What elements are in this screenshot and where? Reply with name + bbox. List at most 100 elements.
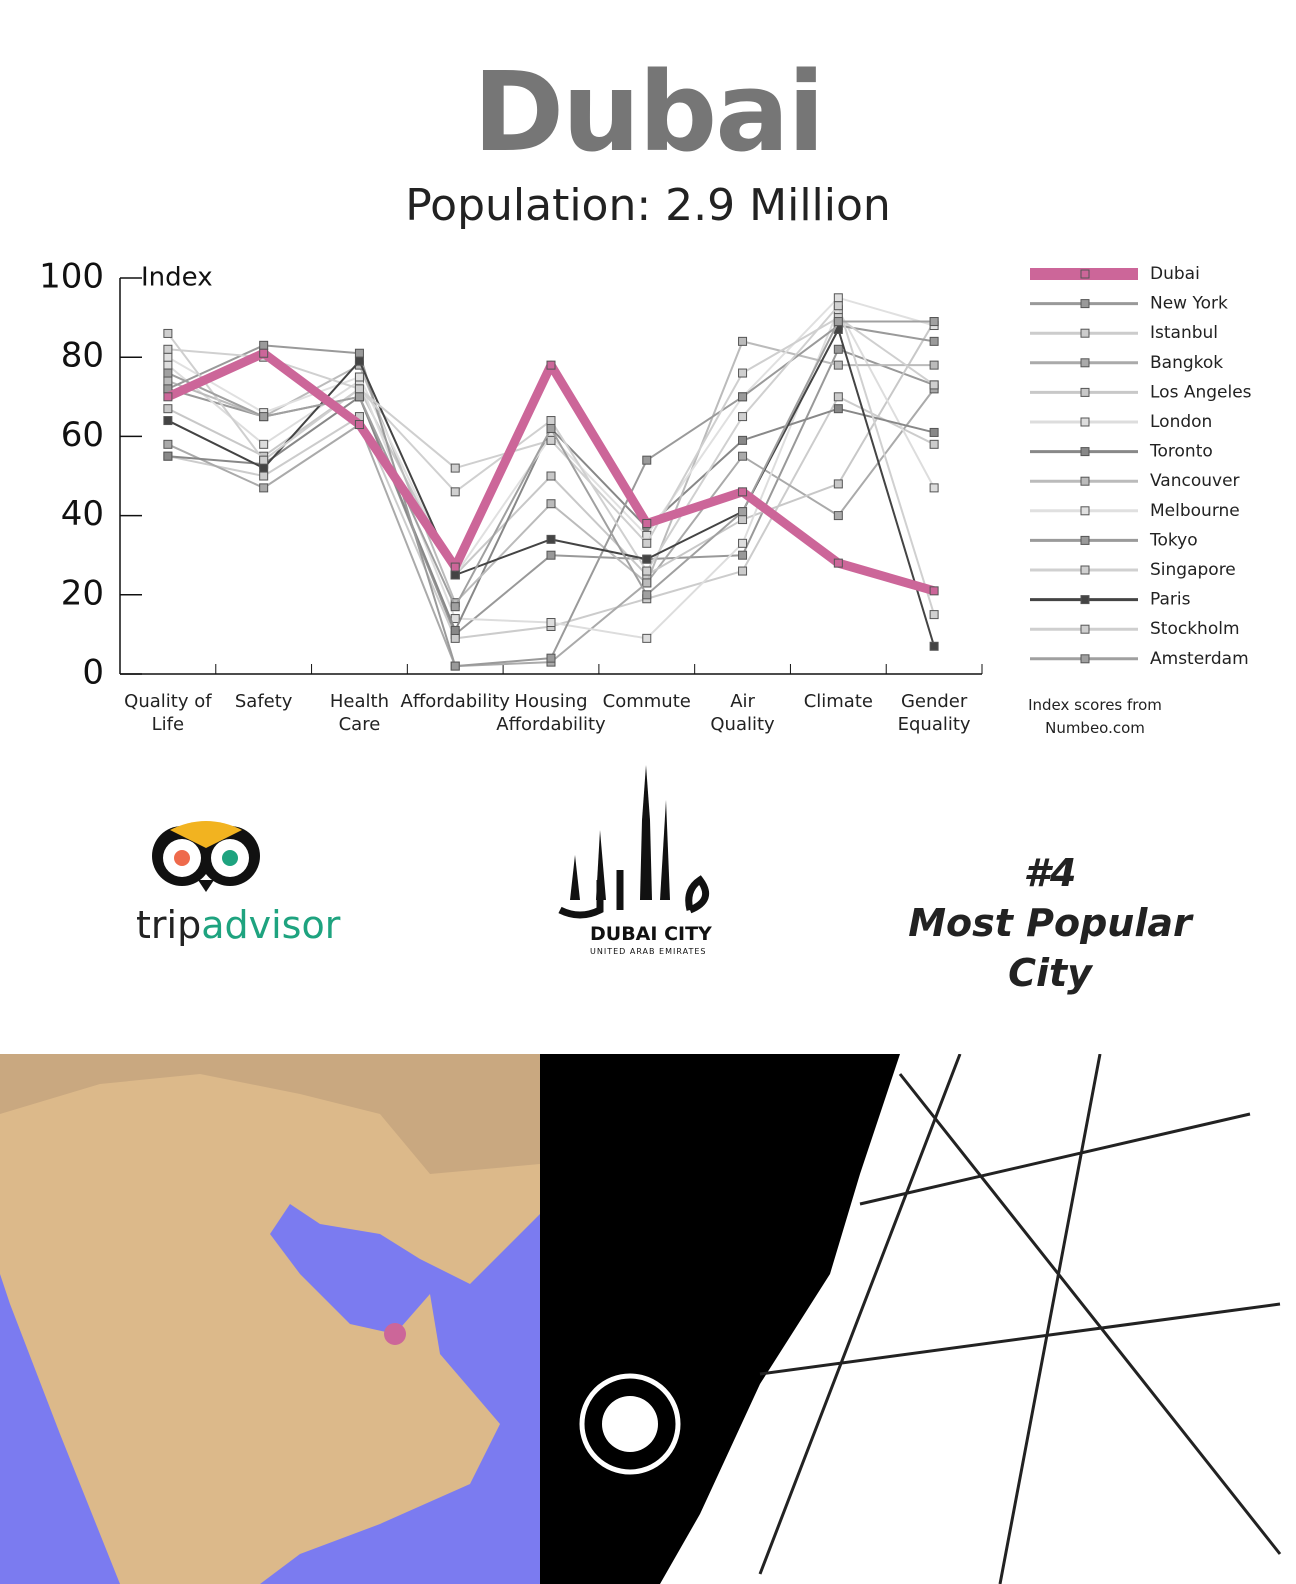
x-tick-label: Quality of Life bbox=[124, 691, 212, 735]
point bbox=[929, 380, 939, 390]
legend-label: Amsterdam bbox=[1150, 649, 1249, 669]
logo-name: DUBAI CITY bbox=[590, 923, 712, 945]
point bbox=[163, 344, 173, 354]
point bbox=[738, 435, 748, 445]
legend-marker bbox=[1080, 595, 1090, 605]
point bbox=[833, 479, 843, 489]
legend-marker bbox=[1080, 535, 1090, 545]
point bbox=[259, 463, 269, 473]
source-note: Index scores from Numbeo.com bbox=[1028, 696, 1162, 737]
legend-marker bbox=[1080, 447, 1090, 457]
legend-label: Singapore bbox=[1150, 560, 1236, 580]
point bbox=[929, 641, 939, 651]
x-tick-label: Commute bbox=[602, 691, 691, 712]
point bbox=[163, 352, 173, 362]
point bbox=[354, 420, 364, 430]
point bbox=[450, 487, 460, 497]
series-line bbox=[167, 324, 935, 668]
point bbox=[546, 534, 556, 544]
y-tick-label: 60 bbox=[61, 415, 104, 455]
x-tick-label: Affordability bbox=[400, 691, 510, 712]
point bbox=[163, 392, 173, 402]
point bbox=[738, 538, 748, 548]
legend-marker bbox=[1080, 269, 1090, 279]
legend-label: Bangkok bbox=[1150, 353, 1223, 373]
point bbox=[642, 519, 652, 529]
point bbox=[833, 511, 843, 521]
point bbox=[833, 392, 843, 402]
legend-marker bbox=[1080, 624, 1090, 634]
point bbox=[546, 435, 556, 445]
title: Dubai bbox=[472, 48, 825, 176]
point bbox=[546, 360, 556, 370]
x-tick-label: Health Care bbox=[329, 691, 389, 735]
point bbox=[642, 578, 652, 588]
legend-label: Los Angeles bbox=[1150, 382, 1252, 402]
point bbox=[642, 566, 652, 576]
point bbox=[738, 507, 748, 517]
point bbox=[738, 451, 748, 461]
legend-label: Toronto bbox=[1149, 442, 1213, 462]
point bbox=[450, 562, 460, 572]
legend-label: Paris bbox=[1150, 590, 1191, 610]
tripadvisor-logo: tripadvisor bbox=[136, 821, 341, 947]
point bbox=[354, 384, 364, 394]
point bbox=[929, 360, 939, 370]
point bbox=[354, 348, 364, 358]
point bbox=[738, 515, 748, 525]
point bbox=[642, 633, 652, 643]
point bbox=[546, 416, 556, 426]
series-line bbox=[167, 304, 936, 615]
point bbox=[450, 602, 460, 612]
legend-marker bbox=[1080, 506, 1090, 516]
point bbox=[163, 376, 173, 386]
point bbox=[738, 368, 748, 378]
y-tick-label: 80 bbox=[61, 336, 104, 376]
point bbox=[163, 360, 173, 370]
point bbox=[163, 368, 173, 378]
point bbox=[929, 427, 939, 437]
x-tick-label: Safety bbox=[234, 691, 293, 712]
point bbox=[450, 570, 460, 580]
point bbox=[738, 487, 748, 497]
point bbox=[833, 404, 843, 414]
x-tick-label: Air Quality bbox=[710, 691, 775, 735]
y-tick-label: 40 bbox=[61, 494, 104, 534]
rank: #4 bbox=[1023, 851, 1077, 895]
legend-label: Melbourne bbox=[1150, 501, 1240, 521]
legend-label: Tokyo bbox=[1149, 530, 1198, 550]
legend-label: Dubai bbox=[1150, 264, 1200, 284]
point bbox=[259, 348, 269, 358]
point bbox=[546, 653, 556, 663]
point bbox=[738, 566, 748, 576]
point bbox=[929, 610, 939, 620]
point bbox=[833, 293, 843, 303]
point bbox=[738, 550, 748, 560]
point bbox=[833, 558, 843, 568]
point bbox=[259, 439, 269, 449]
point bbox=[354, 356, 364, 366]
point bbox=[259, 483, 269, 493]
maps bbox=[0, 1054, 1296, 1584]
y-axis-label: Index bbox=[141, 263, 213, 293]
legend-marker bbox=[1080, 654, 1090, 664]
dubai-city-logo: DUBAI CITY UNITED ARAB EMIRATES bbox=[558, 765, 712, 956]
point bbox=[259, 412, 269, 422]
point bbox=[546, 423, 556, 433]
point bbox=[450, 661, 460, 671]
x-tick-label: Gender Equality bbox=[897, 691, 971, 735]
point bbox=[163, 439, 173, 449]
legend-marker bbox=[1080, 476, 1090, 486]
point bbox=[833, 360, 843, 370]
point bbox=[163, 451, 173, 461]
point bbox=[642, 538, 652, 548]
point bbox=[929, 439, 939, 449]
legend-marker bbox=[1080, 417, 1090, 427]
subtitle: Population: 2.9 Million bbox=[405, 180, 891, 231]
point bbox=[642, 455, 652, 465]
point bbox=[642, 554, 652, 564]
legend-marker bbox=[1080, 565, 1090, 575]
legend-label: New York bbox=[1150, 294, 1228, 314]
point bbox=[450, 463, 460, 473]
